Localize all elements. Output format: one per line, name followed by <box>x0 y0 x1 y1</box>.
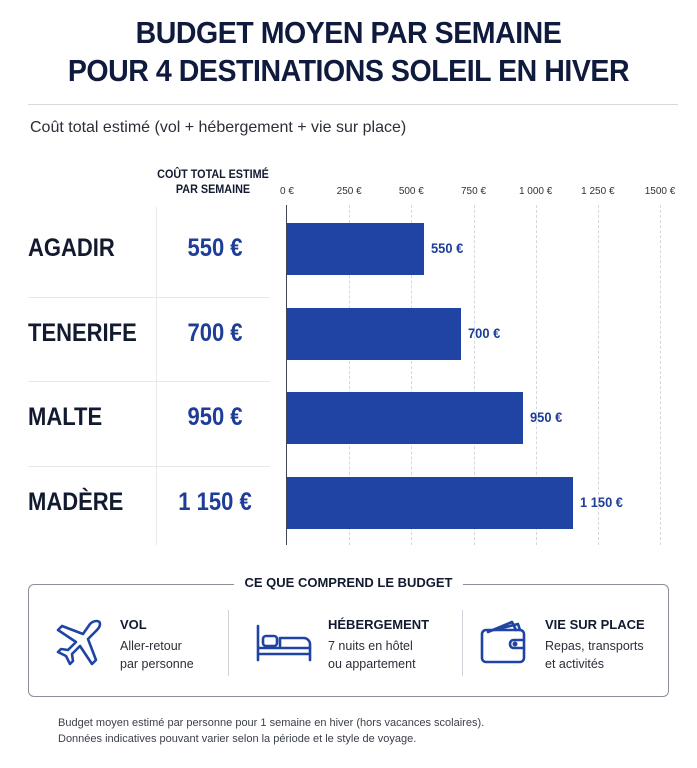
cost-column-header-line-1: COÛT TOTAL ESTIMÉ <box>157 167 269 181</box>
footnote-line: Données indicatives pouvant varier selon… <box>58 733 417 745</box>
destination-label: AGADIR <box>28 234 115 262</box>
x-grid-line <box>535 205 537 545</box>
table-row-divider <box>28 465 270 467</box>
box-divider <box>462 610 463 676</box>
budget-item-heading: VOL <box>120 617 147 632</box>
budget-item-line: Repas, transports <box>545 639 644 653</box>
budget-item-heading: VIE SUR PLACE <box>545 617 645 632</box>
budget-item-line: 7 nuits en hôtel <box>328 639 413 653</box>
x-tick-label: 750 € <box>460 186 487 197</box>
x-grid-line <box>349 205 351 545</box>
cost-column-header: COÛT TOTAL ESTIMÉ PAR SEMAINE <box>155 167 272 197</box>
cost-value: 950 € <box>187 403 243 431</box>
table-row-divider <box>28 381 270 382</box>
chart-title: BUDGET MOYEN PAR SEMAINE POUR 4 DESTINAT… <box>28 14 669 90</box>
title-line-2: POUR 4 DESTINATIONS SOLEIL EN HIVER <box>67 53 630 88</box>
budget-item-line: Aller-retour <box>120 639 182 653</box>
cost-value: 700 € <box>187 318 243 347</box>
budget-item-line: ou appartement <box>328 657 416 671</box>
x-tick-label: 0 € <box>280 186 294 197</box>
x-tick-label: 500 € <box>398 186 424 197</box>
budget-box-title: CE QUE COMPREND LE BUDGET <box>0 574 697 592</box>
x-tick-label: 1500 € <box>644 186 676 197</box>
bar-data-label: 950 € <box>530 409 563 425</box>
bed-icon <box>254 620 314 671</box>
x-grid-line <box>597 205 599 545</box>
bar <box>287 307 462 360</box>
table-column-divider <box>156 207 157 545</box>
x-grid-line <box>660 205 661 545</box>
y-axis-line <box>286 205 287 545</box>
title-divider <box>28 104 678 105</box>
chart-subtitle: Coût total estimé (vol + hébergement + v… <box>30 119 407 136</box>
bar-data-label: 1 150 € <box>579 493 623 510</box>
x-grid-line <box>473 205 475 545</box>
cost-value: 1 150 € <box>178 487 252 516</box>
budget-item-description: 7 nuits en hôtel ou appartement <box>328 637 416 673</box>
bar <box>287 476 573 529</box>
x-tick-label: 250 € <box>336 186 362 197</box>
footnote: Budget moyen estimé par personne pour 1 … <box>58 715 484 747</box>
x-tick-label: 1 250 € <box>581 186 615 197</box>
title-line-1: BUDGET MOYEN PAR SEMAINE <box>135 15 562 50</box>
budget-box-title-text: CE QUE COMPREND LE BUDGET <box>234 575 463 590</box>
cost-column-header-line-2: PAR SEMAINE <box>175 182 251 196</box>
budget-item-line: par personne <box>120 657 194 671</box>
box-divider <box>228 610 229 676</box>
budget-item-heading: HÉBERGEMENT <box>328 617 430 632</box>
budget-item-line: et activités <box>545 657 605 671</box>
footnote-line: Budget moyen estimé par personne pour 1 … <box>58 717 485 729</box>
bar-data-label: 700 € <box>468 324 501 341</box>
destination-label: TENERIFE <box>28 318 137 347</box>
x-tick-label: 1 000 € <box>518 186 553 197</box>
budget-item-description: Repas, transports et activités <box>545 637 644 673</box>
budget-item-description: Aller-retour par personne <box>120 637 194 673</box>
bar <box>287 223 424 275</box>
bar-data-label: 550 € <box>430 240 464 256</box>
cost-value: 550 € <box>187 234 243 262</box>
destination-label: MALTE <box>28 403 103 431</box>
destination-label: MADÈRE <box>28 487 124 516</box>
bar <box>287 392 524 444</box>
x-grid-line <box>411 205 413 545</box>
wallet-icon <box>478 616 530 673</box>
table-row-divider <box>28 296 270 298</box>
airplane-icon <box>50 616 106 677</box>
